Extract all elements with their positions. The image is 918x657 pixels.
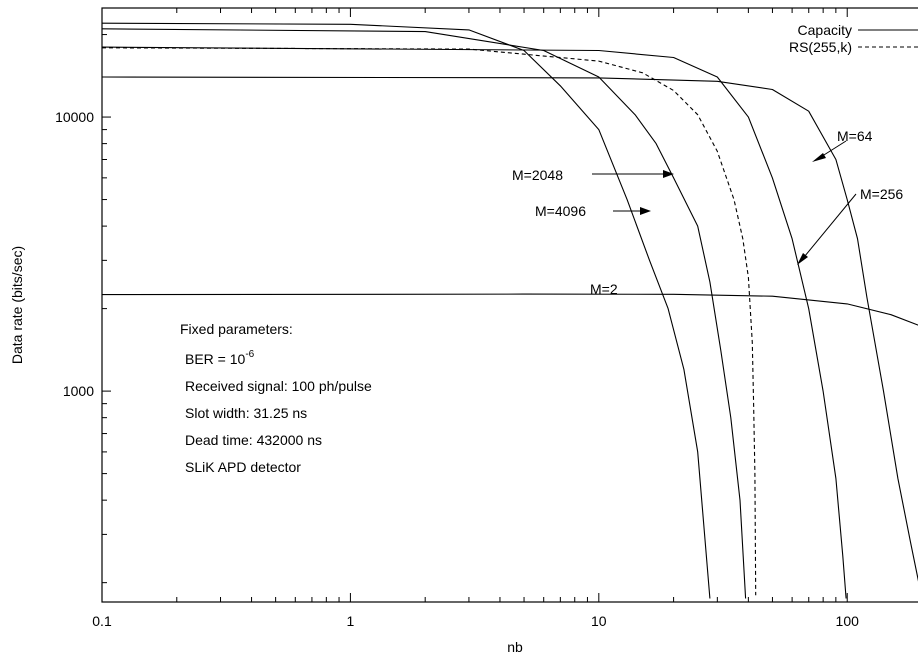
x-tick-label: 0.1 <box>92 613 112 629</box>
x-tick-label: 10 <box>591 613 607 629</box>
x-axis-label: nb <box>507 639 523 655</box>
annotation-m256: M=256 <box>860 186 903 202</box>
series-layer <box>101 22 918 599</box>
arrowhead-m2048 <box>663 170 674 178</box>
annotations: M=64 M=256 M=2048 M=4096 M=2 <box>512 128 903 297</box>
x-tick-label: 100 <box>836 613 860 629</box>
param-slot: Slot width: 31.25 ns <box>185 405 307 421</box>
arrow-m256 <box>799 193 857 263</box>
series-line-m-256 <box>101 46 847 599</box>
legend-label-capacity: Capacity <box>798 22 852 38</box>
x-axis-ticks: 0.1 1 10 100 <box>92 8 859 629</box>
y-axis-ticks: 1000 10000 <box>55 34 111 584</box>
legend-label-rs: RS(255,k) <box>789 39 852 55</box>
series-line-m-4096 <box>101 22 711 599</box>
series-line-rs-255-k <box>101 47 757 596</box>
legend: Capacity RS(255,k) <box>789 22 918 55</box>
arrowhead-m256 <box>797 253 808 265</box>
param-ber-exponent: -6 <box>245 349 254 360</box>
y-tick-label: 1000 <box>63 383 94 399</box>
parameters-block: Fixed parameters: BER = 10-6 Received si… <box>180 321 372 475</box>
param-ber-base: BER = 10 <box>185 351 246 367</box>
annotation-m4096: M=4096 <box>535 203 586 219</box>
series-line-m-2 <box>101 293 918 326</box>
plot-area <box>101 7 918 603</box>
param-heading: Fixed parameters: <box>180 321 293 337</box>
arrowhead-m4096 <box>640 207 651 215</box>
series-line-m-64 <box>101 76 918 582</box>
arrowhead-m64 <box>812 153 826 162</box>
series-line-m-2048 <box>101 28 747 599</box>
param-detector: SLiK APD detector <box>185 459 301 475</box>
annotation-m2: M=2 <box>590 281 618 297</box>
annotation-m2048: M=2048 <box>512 167 563 183</box>
annotation-m64: M=64 <box>837 128 873 144</box>
y-axis-label: Data rate (bits/sec) <box>9 246 25 364</box>
param-dead-time: Dead time: 432000 ns <box>185 432 322 448</box>
x-tick-label: 1 <box>347 613 355 629</box>
param-signal: Received signal: 100 ph/pulse <box>185 378 372 394</box>
param-ber: BER = 10-6 <box>185 349 255 367</box>
y-tick-label: 10000 <box>55 109 94 125</box>
